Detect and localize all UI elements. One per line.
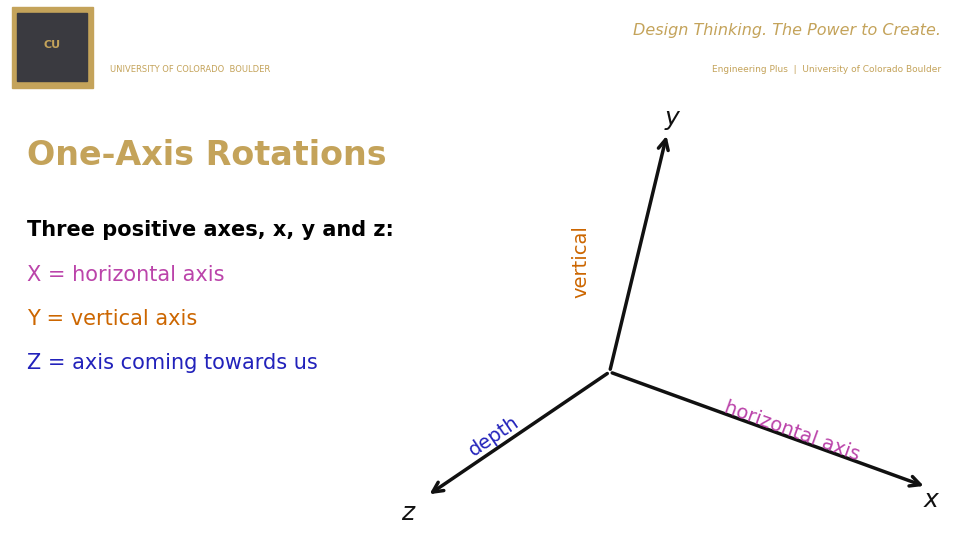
FancyBboxPatch shape: [17, 13, 87, 81]
Text: Z = axis coming towards us: Z = axis coming towards us: [27, 353, 318, 373]
Text: Design Thinking. The Power to Create.: Design Thinking. The Power to Create.: [633, 23, 941, 38]
Text: CU: CU: [44, 40, 60, 50]
FancyBboxPatch shape: [12, 6, 93, 88]
Text: vertical: vertical: [571, 225, 590, 298]
Text: Engineering Plus: Engineering Plus: [110, 22, 268, 40]
Text: depth: depth: [466, 413, 523, 460]
Text: Three positive axes, x, y and z:: Three positive axes, x, y and z:: [27, 220, 394, 240]
Text: horizontal axis: horizontal axis: [722, 399, 862, 465]
Text: z: z: [401, 502, 415, 525]
Text: Engineering Plus  |  University of Colorado Boulder: Engineering Plus | University of Colorad…: [711, 65, 941, 75]
Text: UNIVERSITY OF COLORADO  BOULDER: UNIVERSITY OF COLORADO BOULDER: [110, 65, 271, 75]
Text: Y = vertical axis: Y = vertical axis: [27, 309, 197, 329]
Text: x: x: [924, 488, 939, 512]
Text: One-Axis Rotations: One-Axis Rotations: [27, 139, 387, 172]
Text: y: y: [664, 106, 680, 130]
Text: X = horizontal axis: X = horizontal axis: [27, 265, 225, 285]
